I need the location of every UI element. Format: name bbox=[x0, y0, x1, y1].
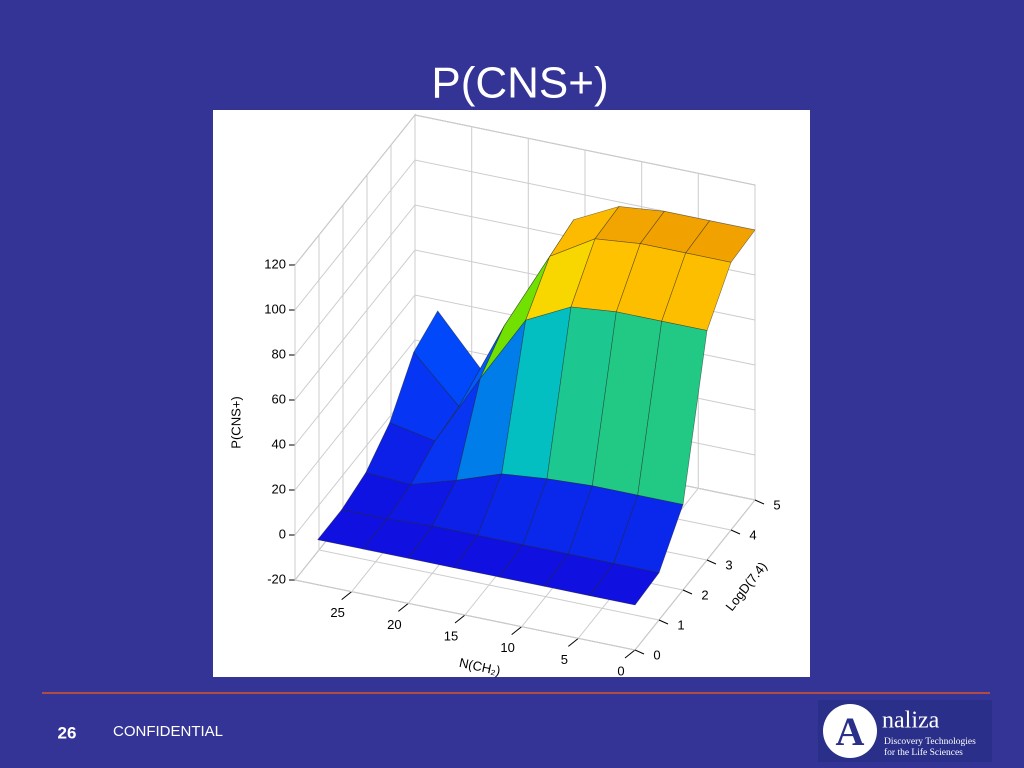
y-tick bbox=[754, 499, 765, 505]
x-tick-label: 10 bbox=[500, 640, 514, 655]
y-tick-label: 4 bbox=[749, 527, 756, 542]
z-tick-label: 120 bbox=[264, 256, 286, 271]
surface-patch bbox=[589, 563, 660, 606]
z-tick-label: 80 bbox=[272, 346, 286, 361]
grid-line bbox=[294, 265, 636, 651]
y-tick-label: 1 bbox=[677, 617, 684, 632]
z-axis-label: P(CNS+) bbox=[228, 396, 243, 448]
z-tick-label: 60 bbox=[272, 391, 286, 406]
logo-circle bbox=[823, 704, 877, 758]
x-tick-label: 20 bbox=[387, 617, 401, 632]
y-tick-label: 5 bbox=[773, 497, 780, 512]
x-tick bbox=[454, 614, 466, 624]
logo-tagline: Discovery Technologies bbox=[884, 737, 976, 747]
z-tick-label: -20 bbox=[267, 571, 286, 586]
logo-letter: A bbox=[836, 709, 865, 754]
y-tick bbox=[634, 649, 645, 655]
x-tick-label: 5 bbox=[561, 652, 568, 667]
x-tick bbox=[341, 591, 352, 601]
y-tick bbox=[682, 589, 693, 595]
x-tick bbox=[398, 602, 409, 612]
z-tick-label: 40 bbox=[272, 436, 286, 451]
plot: -20 0 20 40 60 80 100 120 0 5 10 15 20 25 0 1 2 3 4 5 P(CNS+… bbox=[228, 113, 781, 678]
z-tick-label: 0 bbox=[279, 526, 286, 541]
page-number: 26 bbox=[58, 723, 77, 742]
grid-line bbox=[318, 235, 660, 621]
y-tick bbox=[706, 559, 717, 565]
y-tick-label: 3 bbox=[725, 557, 732, 572]
slide-title: P(CNS+) bbox=[431, 59, 608, 108]
x-tick bbox=[511, 626, 522, 636]
logo: A naliza Discovery Technologies for the … bbox=[818, 700, 992, 762]
y-tick bbox=[730, 529, 741, 535]
y-tick-label: 2 bbox=[701, 587, 708, 602]
logo-name: naliza bbox=[882, 708, 940, 734]
y-tick-label: 0 bbox=[653, 647, 660, 662]
y-tick bbox=[658, 619, 669, 625]
footer-text: CONFIDENTIAL bbox=[113, 723, 223, 740]
logo-tagline: for the Life Sciences bbox=[884, 747, 963, 758]
x-tick bbox=[624, 649, 636, 659]
x-tick bbox=[568, 637, 579, 647]
x-tick-label: 0 bbox=[617, 663, 624, 678]
x-tick-label: 15 bbox=[444, 628, 458, 643]
z-tick-label: 20 bbox=[272, 481, 286, 496]
x-tick-label: 25 bbox=[330, 605, 344, 620]
z-tick-label: 100 bbox=[264, 301, 286, 316]
